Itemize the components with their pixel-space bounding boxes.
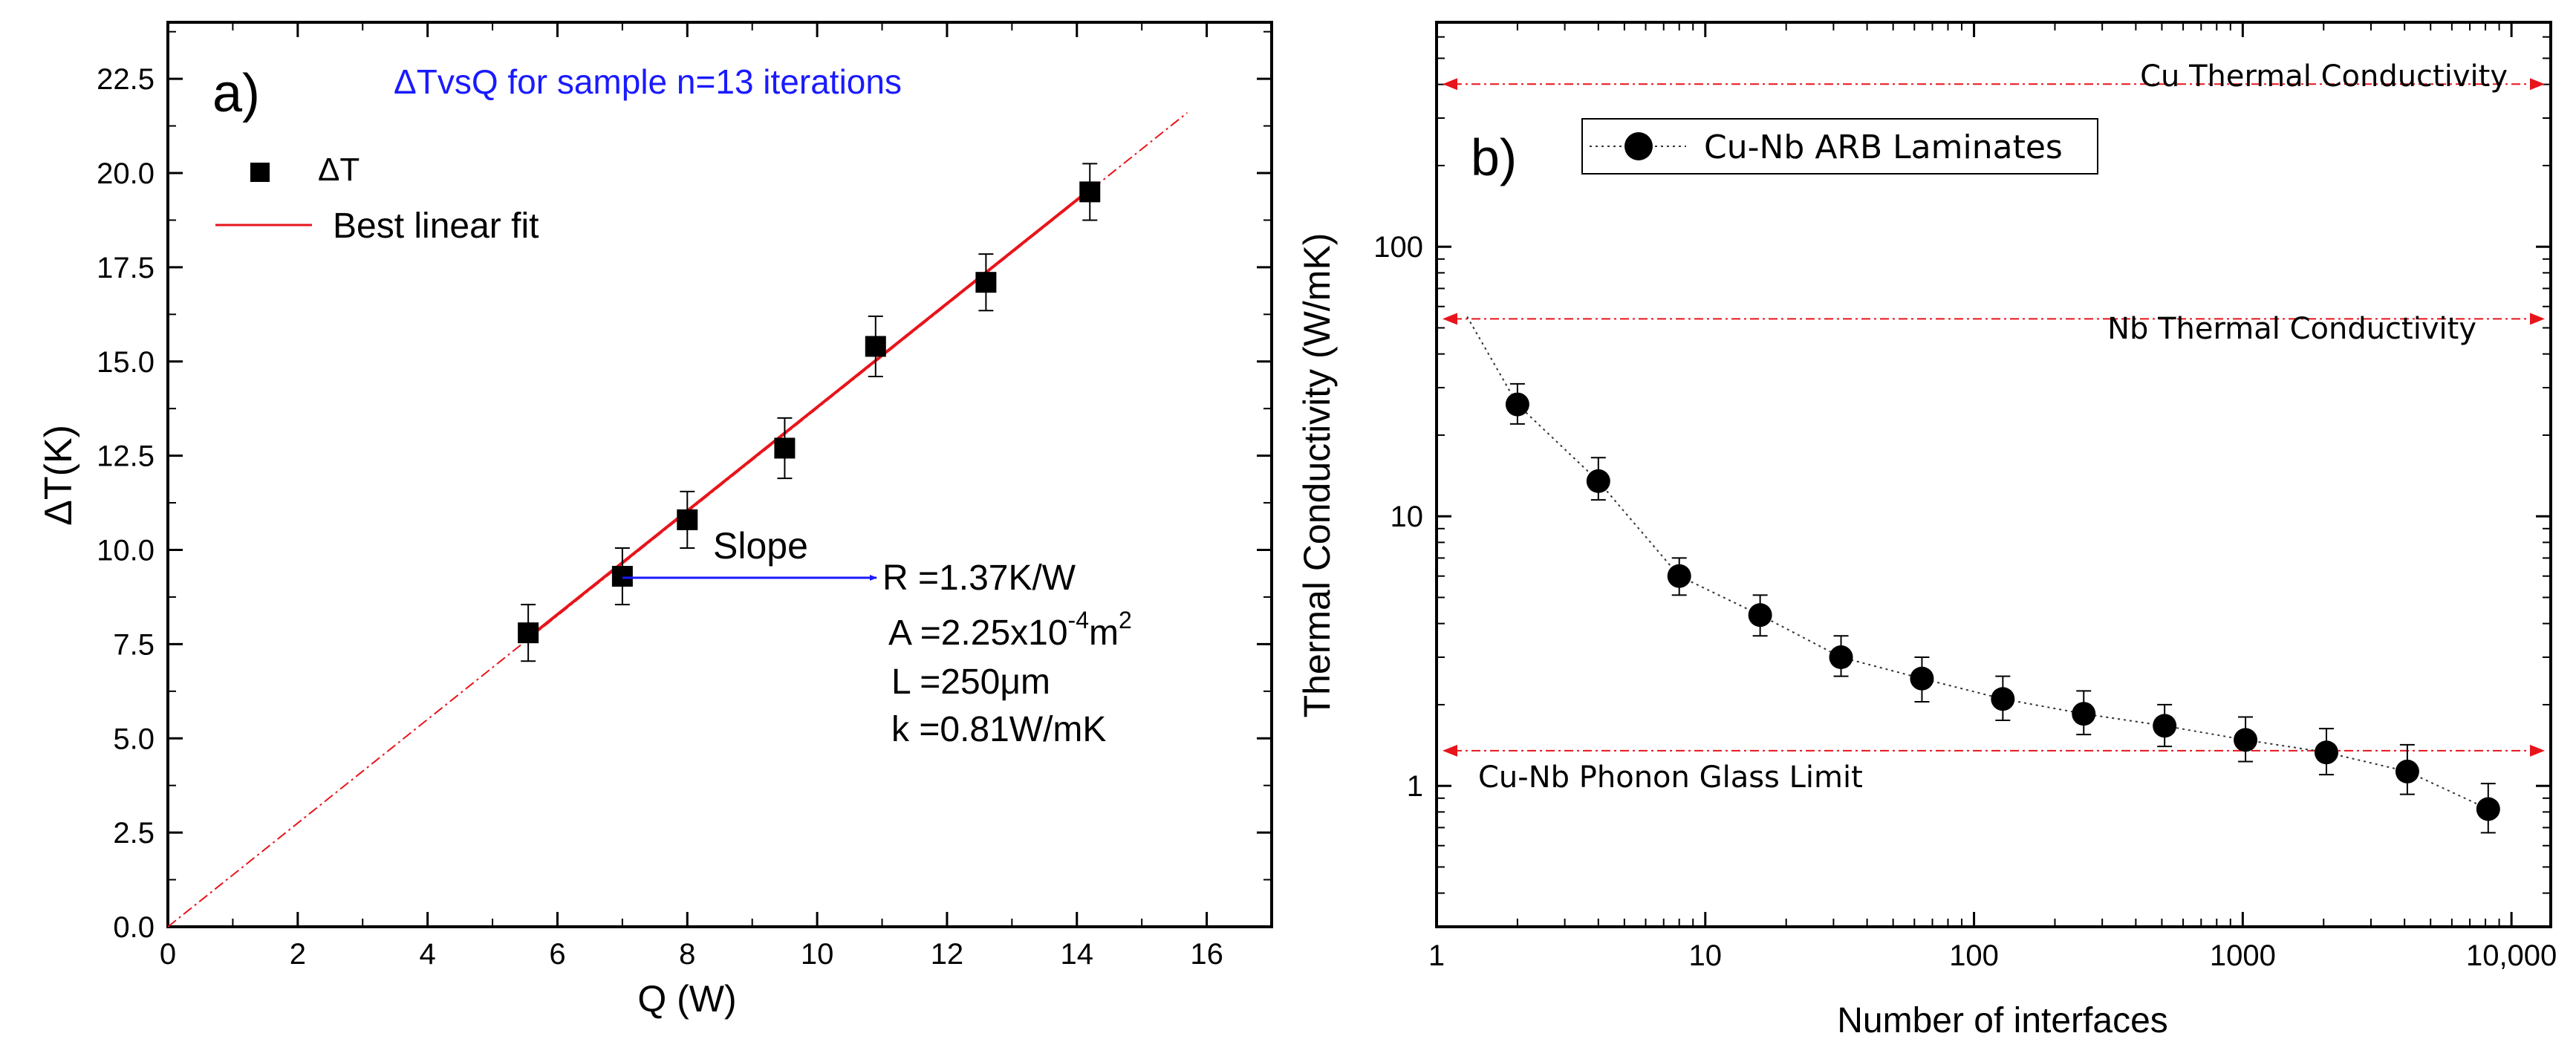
chart-b-plot-frame: [1435, 21, 2552, 928]
x-tick-label: 14: [1061, 938, 1094, 971]
chart-a-ylabel: ΔT(K): [37, 425, 80, 526]
data-point-circle: [1829, 645, 1853, 670]
chart-a-panel-label: a): [212, 64, 260, 123]
data-point-circle: [1505, 392, 1529, 417]
x-tick-label: 100: [1949, 939, 1999, 972]
chart-b-reference-lines: [1443, 78, 2545, 757]
y-tick-label: 5.0: [113, 723, 155, 755]
reference-arrowhead-left: [1443, 313, 1457, 325]
y-tick-label: 17.5: [97, 252, 155, 284]
ref-label-cu: Cu Thermal Conductivity: [2140, 59, 2508, 94]
legend-circle-marker: [1624, 132, 1653, 160]
data-point-square: [677, 509, 698, 530]
chart-a-title: ΔTvsQ for sample n=13 iterations: [394, 62, 902, 101]
slope-label: Slope: [713, 525, 808, 567]
annotation-conductivity: k =0.81W/mK: [891, 710, 1106, 749]
ref-label-nb: Nb Thermal Conductivity: [2107, 312, 2476, 346]
data-point-square: [975, 272, 997, 293]
chart-a-plot-frame: [166, 21, 1273, 928]
y-tick-label: 22.5: [97, 63, 155, 96]
x-tick-label: 1: [1428, 939, 1445, 972]
trend-line: [1466, 316, 2489, 810]
annotation-thickness: L =250μm: [891, 662, 1050, 702]
legend-label-laminates: Cu-Nb ARB Laminates: [1704, 128, 2063, 166]
x-tick-label: 10,000: [2466, 939, 2557, 972]
y-tick-label: 10: [1391, 501, 1424, 533]
reference-arrowhead-right: [2530, 744, 2545, 757]
chart-b-trend: [1466, 316, 2489, 810]
data-point-circle: [2153, 714, 2177, 738]
y-tick-label: 2.5: [113, 817, 155, 850]
data-point-circle: [2314, 740, 2338, 765]
chart-a-xlabel: Q (W): [637, 978, 736, 1020]
chart-a-legend: ΔT Best linear fit: [215, 151, 539, 246]
annotation-area-exponent: -4: [1068, 607, 1089, 633]
best-linear-fit-line: [524, 183, 1098, 642]
chart-b-xlabel: Number of interfaces: [1837, 1001, 2168, 1040]
x-tick-label: 6: [549, 938, 565, 971]
x-tick-label: 2: [290, 938, 306, 971]
annotation-area-unit-exponent: 2: [1119, 607, 1132, 633]
chart-a-points: [518, 163, 1101, 662]
data-point-square: [865, 336, 886, 357]
data-point-circle: [2476, 797, 2500, 821]
reference-arrowhead-left: [1443, 744, 1457, 757]
data-point-circle: [2234, 728, 2258, 752]
y-tick-label: 0.0: [113, 911, 155, 944]
data-point-circle: [1910, 666, 1934, 691]
data-point-square: [611, 566, 633, 587]
y-tick-label: 10.0: [97, 535, 155, 567]
chart-b-panel-label: b): [1471, 128, 1517, 186]
y-tick-label: 15.0: [97, 346, 155, 379]
annotation-resistance: R =1.37K/W: [882, 558, 1076, 598]
y-tick-label: 100: [1373, 231, 1423, 264]
x-tick-label: 4: [420, 938, 436, 971]
reference-arrowhead-right: [2530, 313, 2545, 325]
data-point-circle: [1748, 603, 1772, 628]
x-tick-label: 8: [679, 938, 695, 971]
data-point-circle: [2395, 759, 2419, 783]
annotation-area: A =2.25x10-4m2: [888, 607, 1132, 653]
x-tick-label: 12: [931, 938, 964, 971]
ref-label-phonon-glass: Cu-Nb Phonon Glass Limit: [1478, 760, 1863, 795]
y-tick-label: 12.5: [97, 440, 155, 473]
x-tick-label: 16: [1190, 938, 1223, 971]
chart-b-ticks: 1 10 100 1000 10,000 1 10 100: [1373, 22, 2557, 972]
reference-arrowhead-right: [2530, 78, 2545, 91]
chart-b: 1 10 100 1000 10,000 1 10 100 b) Cu-Nb ARB Lami…: [1296, 21, 2557, 1040]
x-tick-label: 1000: [2210, 939, 2276, 972]
annotation-area-base: A =2.25x10: [888, 613, 1068, 653]
data-point-circle: [1991, 687, 2015, 711]
chart-a-ticks: 0 2 4 6 8 10 12 14 16 0.0 2.5 5.0 7.5 10.0 12.5 15.0 17.…: [97, 22, 1272, 971]
data-point-square: [518, 622, 539, 644]
legend-label-delta-t: ΔT: [318, 151, 360, 188]
data-point-circle: [1586, 469, 1610, 493]
y-tick-label: 20.0: [97, 157, 155, 190]
annotation-area-unit: m: [1089, 613, 1119, 653]
chart-a-fit-lines: [167, 112, 1188, 928]
legend-square-marker: [250, 163, 270, 182]
x-tick-label: 10: [801, 938, 834, 971]
data-point-square: [774, 437, 796, 459]
data-point-circle: [1667, 564, 1691, 588]
chart-a-annotations: Slope R =1.37K/W A =2.25x10-4m2 L =250μm…: [622, 525, 1132, 749]
chart-a: 0 2 4 6 8 10 12 14 16 0.0 2.5 5.0 7.5 10.0 12.5 15.0 17.…: [37, 21, 1273, 1020]
x-tick-label: 10: [1689, 939, 1723, 972]
y-tick-label: 1: [1407, 770, 1423, 803]
reference-arrowhead-left: [1443, 78, 1457, 91]
legend-label-fit: Best linear fit: [333, 206, 539, 246]
data-point-circle: [2072, 702, 2096, 726]
y-tick-label: 7.5: [113, 628, 155, 661]
chart-b-points: [1505, 382, 2500, 834]
chart-b-legend: Cu-Nb ARB Laminates: [1581, 118, 2098, 175]
data-point-square: [1079, 181, 1101, 203]
chart-b-ylabel: Thermal Conductivity (W/mK): [1296, 233, 1338, 718]
x-tick-label: 0: [160, 938, 176, 971]
